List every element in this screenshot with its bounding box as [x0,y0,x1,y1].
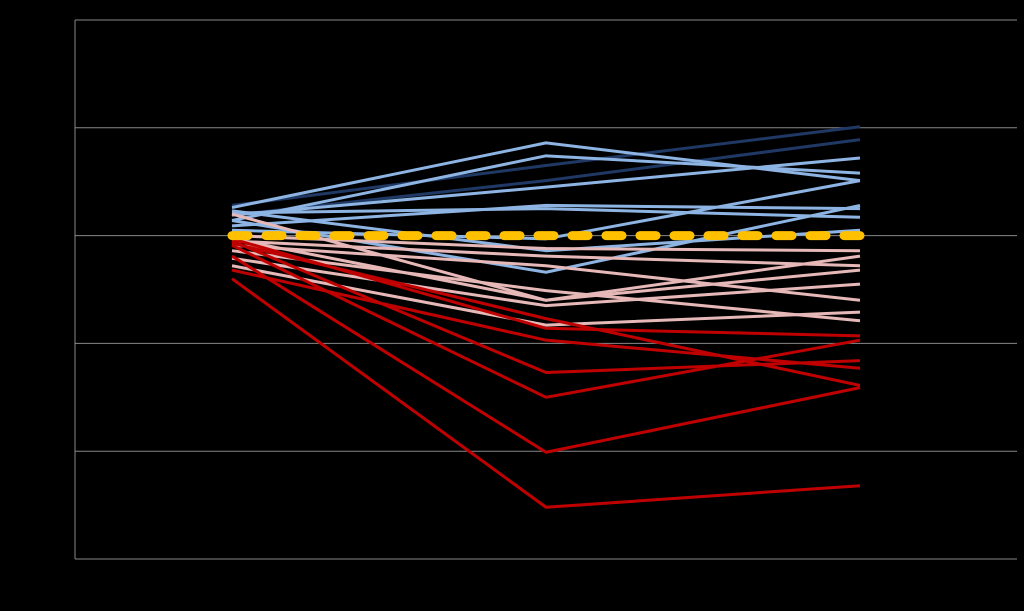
series-line [231,237,861,302]
series-line [231,249,861,323]
series-line [231,239,861,268]
series-line [231,243,861,302]
series-line [231,207,861,219]
series-line [231,254,861,454]
series-line [231,156,861,217]
series-line [231,125,861,207]
series-line [231,203,861,228]
series-line [231,268,861,370]
series-line [231,237,861,338]
series-line [231,277,861,509]
series-line [231,256,861,308]
series-line [231,138,861,217]
